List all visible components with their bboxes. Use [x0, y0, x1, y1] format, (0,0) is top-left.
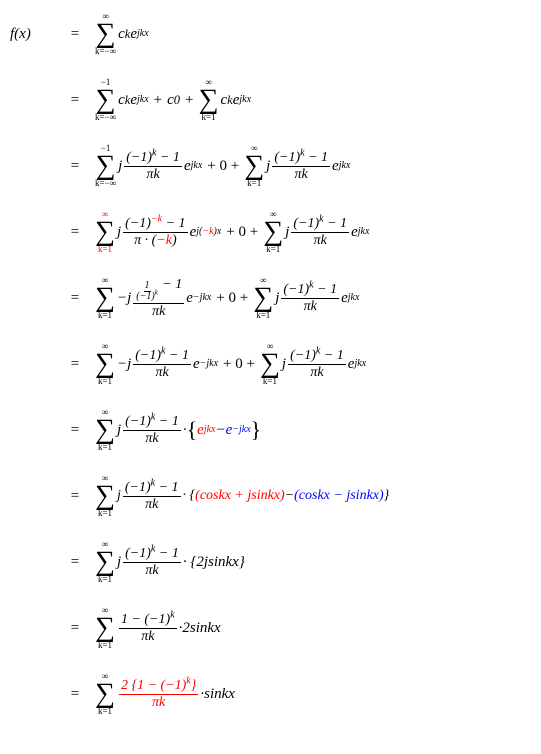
equation-row-9: = ∞ ∑ k=1 j (−1)k − 1 πk · { 2jsinkx }	[10, 538, 531, 586]
equation-row-4: = ∞ ∑ k=1 j (−1)−k − 1 π · (−k) ej(−k)x …	[10, 208, 531, 256]
fraction: (−1)k − 1 πk	[288, 349, 346, 380]
rhs-8: ∞ ∑ k=1 j (−1)k − 1 πk · { (coskx + jsin…	[95, 474, 531, 517]
equation-row-1: f(x) = ∞ ∑ k=−∞ ckejkx	[10, 10, 531, 58]
equation-row-6: = ∞ ∑ k=1 −j (−1)k − 1 πk e−jkx + 0 + ∞ …	[10, 340, 531, 388]
term: ckejkx	[118, 26, 149, 43]
equation-row-5: = ∞ ∑ k=1 −j 1(−1)k − 1 πk e−jkx + 0 + ∞…	[10, 274, 531, 322]
fraction: 1 − (−1)k πk	[119, 613, 177, 644]
summation-symbol: ∞ ∑ k=1	[199, 78, 219, 121]
summation-symbol: −1 ∑ k=−∞	[95, 78, 116, 121]
equation-row-7: = ∞ ∑ k=1 j (−1)k − 1 πk · { ejkx − e−jk…	[10, 406, 531, 454]
summation-symbol: ∞ ∑ k=1	[95, 210, 115, 253]
fraction: 1(−1)k − 1 πk	[133, 278, 184, 319]
lhs: f(x)	[10, 26, 55, 43]
equation-row-11: = ∞ ∑ k=1 2 {1 − (−1)k} πk · sinkx	[10, 670, 531, 718]
summation-symbol: −1 ∑ k=−∞	[95, 144, 116, 187]
rhs-9: ∞ ∑ k=1 j (−1)k − 1 πk · { 2jsinkx }	[95, 540, 531, 583]
summation-symbol: ∞ ∑ k=1	[95, 672, 115, 715]
fraction: (−1)k − 1 πk	[281, 283, 339, 314]
summation-symbol: ∞ ∑ k=1	[253, 276, 273, 319]
blue-term: (coskx − jsinkx)	[294, 488, 384, 504]
rhs-2: −1 ∑ k=−∞ ckejkx + c0 + ∞ ∑ k=1 ckejkx	[95, 78, 531, 121]
fraction: (−1)−k − 1 π · (−k)	[123, 217, 187, 248]
fraction: (−1)k − 1 πk	[133, 349, 191, 380]
rhs-7: ∞ ∑ k=1 j (−1)k − 1 πk · { ejkx − e−jkx …	[95, 408, 531, 451]
rhs-1: ∞ ∑ k=−∞ ckejkx	[95, 12, 531, 55]
summation-symbol: ∞ ∑ k=1	[95, 408, 115, 451]
rhs-10: ∞ ∑ k=1 1 − (−1)k πk · 2sinkx	[95, 606, 531, 649]
red-fraction: 2 {1 − (−1)k} πk	[119, 679, 198, 710]
equals-sign: =	[55, 26, 95, 43]
blue-term: e−jkx	[226, 422, 251, 439]
summation-symbol: ∞ ∑ k=−∞	[95, 12, 116, 55]
fraction: (−1)k − 1 πk	[123, 481, 181, 512]
summation-symbol: ∞ ∑ k=1	[95, 606, 115, 649]
rhs-6: ∞ ∑ k=1 −j (−1)k − 1 πk e−jkx + 0 + ∞ ∑ …	[95, 342, 531, 385]
red-term: (coskx + jsinkx)	[195, 488, 285, 504]
equation-row-10: = ∞ ∑ k=1 1 − (−1)k πk · 2sinkx	[10, 604, 531, 652]
summation-symbol: ∞ ∑ k=1	[244, 144, 264, 187]
nested-fraction: 1(−1)k	[135, 281, 159, 302]
rhs-11: ∞ ∑ k=1 2 {1 − (−1)k} πk · sinkx	[95, 672, 531, 715]
fraction: (−1)k − 1 πk	[124, 151, 182, 182]
summation-symbol: ∞ ∑ k=1	[260, 342, 280, 385]
fraction: (−1)k − 1 πk	[291, 217, 349, 248]
summation-symbol: ∞ ∑ k=1	[95, 540, 115, 583]
summation-symbol: ∞ ∑ k=1	[95, 474, 115, 517]
rhs-5: ∞ ∑ k=1 −j 1(−1)k − 1 πk e−jkx + 0 + ∞ ∑…	[95, 276, 531, 319]
summation-symbol: ∞ ∑ k=1	[263, 210, 283, 253]
equation-row-2: = −1 ∑ k=−∞ ckejkx + c0 + ∞ ∑ k=1 ckejkx	[10, 76, 531, 124]
equation-row-3: = −1 ∑ k=−∞ j (−1)k − 1 πk ejkx + 0 + ∞ …	[10, 142, 531, 190]
rhs-4: ∞ ∑ k=1 j (−1)−k − 1 π · (−k) ej(−k)x + …	[95, 210, 531, 253]
fraction: (−1)k − 1 πk	[123, 547, 181, 578]
equation-block: f(x) = ∞ ∑ k=−∞ ckejkx = −1 ∑ k=−∞ ckejk…	[10, 10, 531, 718]
fraction: (−1)k − 1 πk	[123, 415, 181, 446]
equation-row-8: = ∞ ∑ k=1 j (−1)k − 1 πk · { (coskx + js…	[10, 472, 531, 520]
rhs-3: −1 ∑ k=−∞ j (−1)k − 1 πk ejkx + 0 + ∞ ∑ …	[95, 144, 531, 187]
red-term: ejkx	[197, 422, 215, 439]
summation-symbol: ∞ ∑ k=1	[95, 276, 115, 319]
fraction: (−1)k − 1 πk	[272, 151, 330, 182]
summation-symbol: ∞ ∑ k=1	[95, 342, 115, 385]
